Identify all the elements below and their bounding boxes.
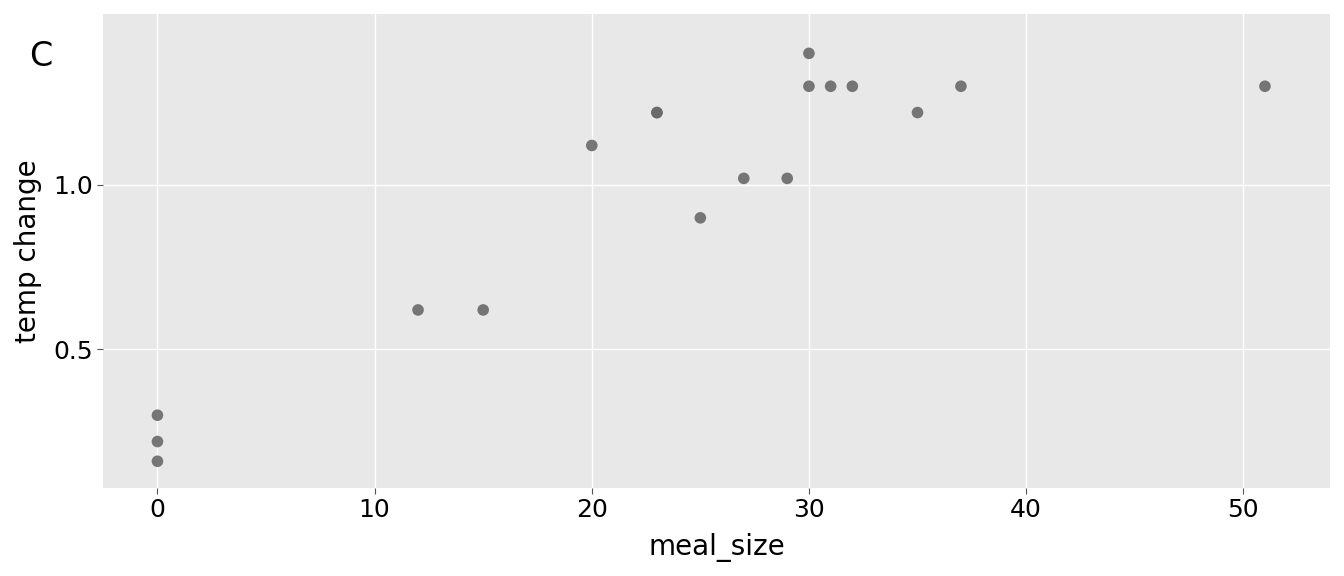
- Point: [581, 141, 602, 150]
- Point: [646, 108, 668, 117]
- Point: [820, 82, 841, 91]
- Point: [950, 82, 972, 91]
- Point: [798, 82, 820, 91]
- Point: [146, 437, 168, 446]
- Point: [646, 108, 668, 117]
- Point: [473, 305, 495, 314]
- Point: [841, 82, 863, 91]
- Point: [777, 174, 798, 183]
- Point: [689, 213, 711, 222]
- Point: [146, 411, 168, 420]
- Point: [146, 457, 168, 466]
- Y-axis label: temp change: temp change: [13, 159, 42, 343]
- Point: [732, 174, 754, 183]
- Point: [407, 305, 429, 314]
- Point: [907, 108, 929, 117]
- X-axis label: meal_size: meal_size: [648, 533, 785, 562]
- Point: [1254, 82, 1275, 91]
- Text: C: C: [30, 40, 52, 73]
- Point: [798, 49, 820, 58]
